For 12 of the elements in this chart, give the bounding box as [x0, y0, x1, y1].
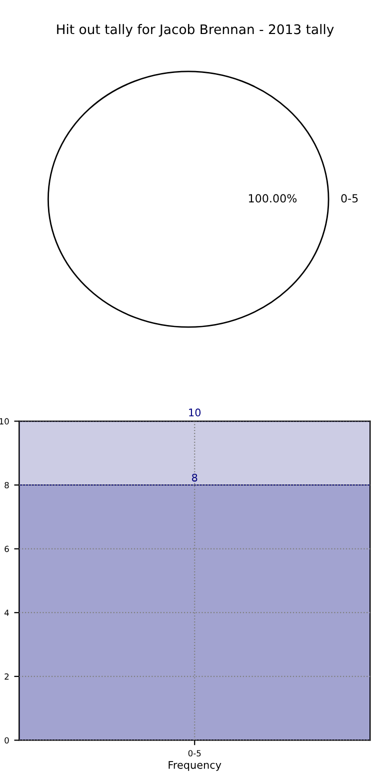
y-tick-label: 8 — [4, 482, 9, 488]
y-tick-label: 0 — [4, 737, 9, 744]
chart-title: Hit out tally for Jacob Brennan - 2013 tally — [57, 24, 334, 37]
y-tick-label: 2 — [4, 673, 9, 680]
slice-label: 0-5 — [341, 194, 358, 203]
y-tick-label: 10 — [0, 418, 9, 424]
y-tick-label: 4 — [4, 610, 9, 616]
data-label: 8 — [192, 474, 198, 482]
y-tick-label: 6 — [4, 546, 9, 552]
data-label: 100.00% — [248, 194, 297, 203]
x-axis-title: Frequency — [168, 761, 222, 771]
total-label: 10 — [189, 408, 201, 416]
